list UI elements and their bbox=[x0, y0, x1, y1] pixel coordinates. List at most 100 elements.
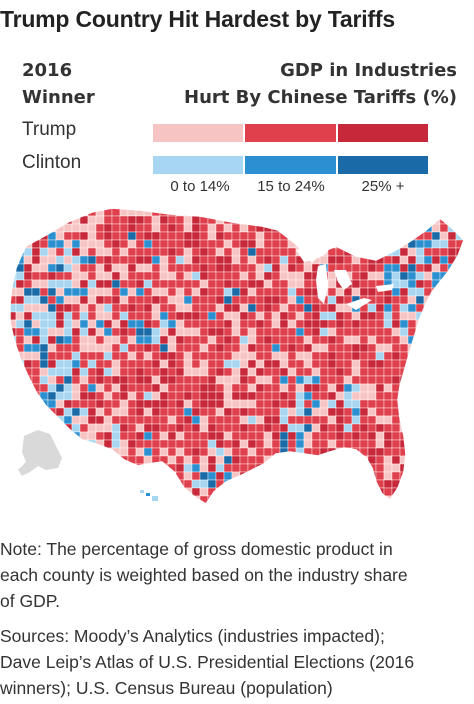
county-cell bbox=[335, 479, 345, 489]
county-cell bbox=[455, 271, 464, 281]
county-cell bbox=[247, 399, 257, 409]
county-cell bbox=[223, 255, 233, 265]
county-cell bbox=[87, 399, 97, 409]
county-cell bbox=[183, 431, 193, 441]
county-cell bbox=[431, 327, 441, 337]
legend-row-label-clinton: Clinton bbox=[22, 152, 82, 173]
county-cell bbox=[391, 359, 401, 369]
county-cell bbox=[327, 367, 337, 377]
county-cell bbox=[79, 415, 89, 425]
county-cell bbox=[399, 208, 409, 217]
county-cell bbox=[199, 208, 209, 209]
county-cell bbox=[263, 471, 273, 481]
county-cell bbox=[79, 239, 89, 249]
county-cell bbox=[239, 503, 249, 504]
county-cell bbox=[159, 415, 169, 425]
county-cell bbox=[383, 383, 393, 393]
county-cell bbox=[375, 215, 385, 225]
county-cell bbox=[391, 335, 401, 345]
county-cell bbox=[215, 391, 225, 401]
county-cell bbox=[375, 247, 385, 257]
county-cell bbox=[431, 351, 441, 361]
county-cell bbox=[55, 319, 65, 329]
county-cell bbox=[431, 247, 441, 257]
county-cell bbox=[367, 208, 377, 209]
county-cell bbox=[135, 223, 145, 233]
county-cell bbox=[287, 295, 297, 305]
county-cell bbox=[63, 231, 73, 241]
county-cell bbox=[399, 391, 409, 401]
county-cell bbox=[143, 415, 153, 425]
county-cell bbox=[111, 431, 121, 441]
county-cell bbox=[31, 247, 41, 257]
county-cell bbox=[423, 327, 433, 337]
county-cell bbox=[0, 344, 8, 352]
county-cell bbox=[335, 295, 345, 305]
county-cell bbox=[375, 407, 385, 417]
county-cell bbox=[223, 311, 233, 321]
county-cell bbox=[431, 287, 441, 297]
county-cell bbox=[143, 271, 153, 281]
county-cell bbox=[247, 327, 257, 337]
county-cell bbox=[15, 287, 25, 297]
county-cell bbox=[0, 432, 8, 440]
county-cell bbox=[199, 335, 209, 345]
county-cell bbox=[127, 303, 137, 313]
county-cell bbox=[135, 335, 145, 345]
county-cell bbox=[359, 223, 369, 233]
county-cell bbox=[207, 247, 217, 257]
county-cell bbox=[247, 208, 257, 209]
county-cell bbox=[55, 335, 65, 345]
county-cell bbox=[87, 223, 97, 233]
county-cell bbox=[175, 383, 185, 393]
county-cell bbox=[463, 407, 464, 417]
county-cell bbox=[143, 367, 153, 377]
county-cell bbox=[111, 335, 121, 345]
county-cell bbox=[383, 375, 393, 385]
county-cell bbox=[335, 208, 345, 209]
county-cell bbox=[167, 247, 177, 257]
county-cell bbox=[71, 303, 81, 313]
county-cell bbox=[303, 463, 313, 473]
county-cell bbox=[103, 335, 113, 345]
county-cell bbox=[279, 208, 289, 209]
county-cell bbox=[327, 208, 337, 217]
county-cell bbox=[455, 375, 464, 385]
county-cell bbox=[335, 343, 345, 353]
county-cell bbox=[183, 247, 193, 257]
county-cell bbox=[359, 343, 369, 353]
county-cell bbox=[143, 383, 153, 393]
county-cell bbox=[447, 367, 457, 377]
county-cell bbox=[351, 367, 361, 377]
county-cell bbox=[375, 423, 385, 433]
county-cell bbox=[295, 327, 305, 337]
county-cell bbox=[175, 303, 185, 313]
legend-bin-label-high: 25% + bbox=[361, 178, 405, 195]
county-cell bbox=[335, 487, 345, 497]
county-cell bbox=[343, 215, 353, 225]
county-cell bbox=[71, 463, 81, 473]
county-cell bbox=[383, 359, 393, 369]
county-cell bbox=[399, 208, 409, 209]
county-cell bbox=[15, 271, 25, 281]
county-cell bbox=[335, 399, 345, 409]
county-cell bbox=[247, 295, 257, 305]
county-cell bbox=[311, 343, 321, 353]
county-cell bbox=[95, 311, 105, 321]
county-cell bbox=[327, 351, 337, 361]
county-cell bbox=[111, 255, 121, 265]
county-cell bbox=[327, 311, 337, 321]
county-cell bbox=[71, 271, 81, 281]
county-cell bbox=[111, 415, 121, 425]
county-cell bbox=[10, 463, 17, 473]
county-cell bbox=[295, 215, 305, 225]
county-cell bbox=[111, 223, 121, 233]
county-cell bbox=[399, 447, 409, 457]
county-cell bbox=[351, 455, 361, 465]
county-cell bbox=[63, 471, 73, 481]
county-cell bbox=[263, 215, 273, 225]
county-cell bbox=[95, 287, 105, 297]
county-cell bbox=[10, 391, 17, 401]
county-cell bbox=[415, 471, 425, 481]
county-cell bbox=[63, 455, 73, 465]
